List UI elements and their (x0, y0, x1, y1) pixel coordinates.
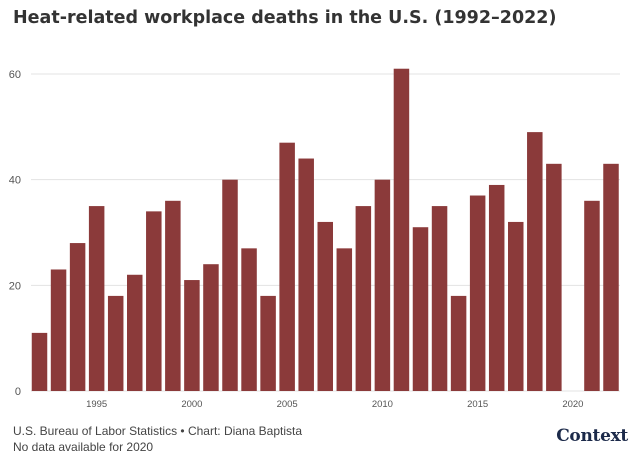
bar-1996 (107, 295, 124, 391)
x-tick-label: 2005 (277, 399, 298, 410)
y-tick-label: 40 (9, 175, 21, 187)
y-tick-label: 60 (9, 69, 21, 81)
bar-1992 (31, 332, 48, 391)
bar-2018 (527, 132, 543, 391)
bar-2015 (469, 195, 486, 391)
bar-2006 (298, 158, 314, 391)
x-tick-label: 2015 (467, 399, 488, 410)
bar-1993 (50, 269, 67, 391)
data-availability-note: No data available for 2020 (13, 440, 154, 454)
chart-title: Heat-related workplace deaths in the U.S… (13, 8, 557, 28)
context-logo: Context (556, 426, 628, 446)
bar-1994 (69, 243, 86, 391)
bar-2008 (336, 248, 353, 391)
x-tick-label: 2020 (562, 399, 583, 410)
bar-2022 (603, 163, 619, 391)
bar-2013 (431, 206, 448, 391)
bar-2000 (184, 280, 200, 391)
bar-2005 (279, 142, 295, 391)
bar-2007 (317, 221, 333, 391)
bar-2003 (241, 248, 257, 391)
bar-2011 (393, 68, 410, 391)
bar-2009 (355, 206, 372, 391)
x-axis-tick-labels: 1995 2000 2005 2010 2015 2020 (86, 399, 583, 410)
bar-1998 (146, 211, 162, 391)
bar-2021 (584, 200, 600, 391)
bars (31, 68, 619, 391)
bar-2016 (488, 184, 505, 391)
source-note: U.S. Bureau of Labor Statistics • Chart:… (13, 424, 303, 438)
bar-1997 (127, 274, 143, 391)
bar-2001 (203, 264, 219, 391)
bar-2010 (374, 179, 391, 391)
bar-2012 (412, 227, 429, 391)
x-tick-label: 2000 (181, 399, 202, 410)
bar-2004 (260, 295, 276, 391)
y-tick-label: 20 (9, 280, 21, 292)
x-tick-label: 2010 (372, 399, 393, 410)
bar-2017 (508, 221, 524, 391)
bar-1995 (88, 206, 105, 391)
y-tick-label: 0 (15, 386, 21, 398)
x-tick-label: 1995 (86, 399, 107, 410)
bar-2019 (546, 163, 562, 391)
bar-2014 (450, 295, 467, 391)
y-axis-tick-labels: 0 20 40 60 (9, 69, 21, 398)
bar-2002 (222, 179, 238, 391)
bar-1999 (165, 200, 181, 391)
